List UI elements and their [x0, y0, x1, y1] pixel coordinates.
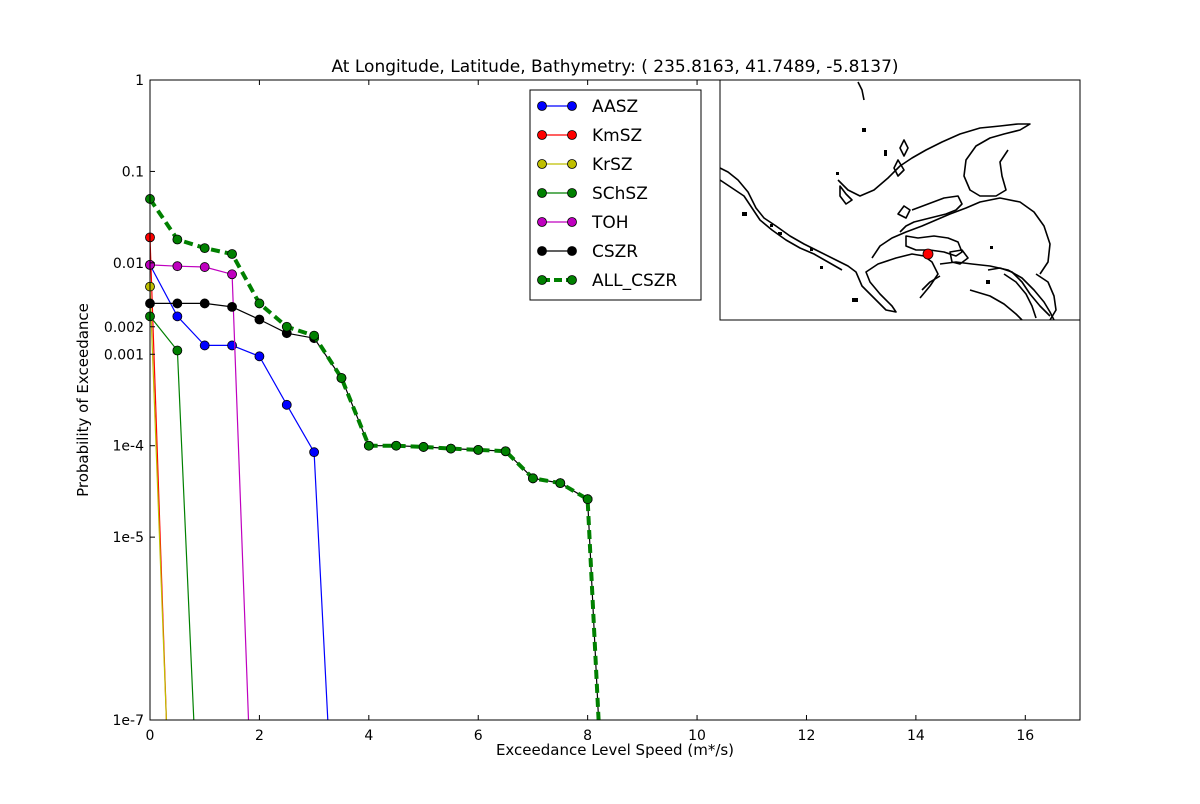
data-point: [227, 249, 237, 259]
data-point: [199, 298, 210, 309]
chart-title: At Longitude, Latitude, Bathymetry: ( 23…: [331, 57, 898, 77]
y-axis-label: Probability of Exceedance: [74, 303, 92, 497]
legend-marker: [537, 159, 547, 169]
legend-marker: [537, 101, 547, 111]
legend-marker: [567, 159, 577, 169]
legend-marker: [567, 188, 577, 198]
data-point: [172, 298, 183, 309]
x-tick-label: 2: [255, 728, 264, 744]
legend-marker: [537, 188, 547, 198]
series-line: [149, 286, 167, 721]
x-tick-label: 12: [798, 728, 816, 744]
plot-frame: [149, 79, 1081, 721]
y-tick-label: 0.002: [104, 320, 144, 336]
data-point: [254, 351, 265, 362]
legend-marker: [567, 275, 577, 285]
coastline-fragments: [742, 128, 993, 302]
data-point: [172, 234, 183, 245]
x-tick-label: 8: [583, 728, 592, 744]
series-line: [149, 264, 329, 721]
x-tick-label: 4: [364, 728, 373, 744]
data-point: [172, 345, 183, 356]
legend-marker: [537, 275, 547, 285]
legend-marker: [567, 246, 577, 256]
y-tick-label: 0.1: [122, 164, 144, 180]
data-point: [500, 446, 511, 457]
data-point: [227, 301, 237, 312]
y-tick-label: 0.01: [113, 256, 144, 272]
legend-label: TOH: [591, 213, 629, 233]
data-point: [555, 478, 566, 489]
legend: AASZ KmSZ KrSZ SChSZ TOH CSZR ALL_CSZR: [529, 89, 702, 301]
legend-label: SChSZ: [592, 184, 648, 204]
x-tick-label: 0: [146, 728, 155, 744]
x-tick-label: 6: [474, 728, 483, 744]
location-marker: [922, 248, 934, 260]
legend-label: CSZR: [592, 242, 638, 262]
data-point: [199, 340, 210, 351]
data-point: [582, 494, 593, 505]
data-point: [391, 440, 402, 451]
plot-area: [145, 194, 601, 721]
series-all-cszr: [145, 194, 601, 721]
y-tick-label: 1: [135, 73, 144, 89]
legend-label: ALL_CSZR: [592, 271, 677, 291]
legend-marker: [537, 246, 547, 256]
x-tick-label: 14: [907, 728, 925, 744]
legend-marker: [567, 217, 577, 227]
legend-label: KrSZ: [592, 155, 633, 175]
legend-marker: [537, 217, 547, 227]
data-point: [528, 473, 538, 484]
inset-location-map: [719, 79, 1081, 321]
y-tick-label: 1e-7: [113, 713, 144, 729]
data-point: [172, 261, 183, 272]
legend-label: KmSZ: [592, 126, 642, 146]
data-point: [199, 243, 210, 254]
data-point: [418, 442, 429, 452]
legend-box: [529, 89, 702, 301]
data-point: [281, 321, 292, 332]
data-point: [199, 262, 210, 272]
data-point: [254, 314, 265, 325]
data-point: [309, 447, 320, 458]
data-point: [227, 269, 237, 280]
coastline-outline: [719, 81, 1057, 321]
legend-marker: [567, 101, 577, 111]
x-tick-label: 10: [688, 728, 706, 744]
data-point: [254, 298, 265, 309]
data-point: [172, 311, 183, 322]
data-point: [363, 440, 374, 451]
y-tick-label: 1e-4: [113, 439, 145, 455]
y-tick-label: 0.001: [104, 347, 144, 363]
y-tick-label: 1e-5: [113, 530, 144, 546]
legend-marker: [567, 130, 577, 140]
legend-label: AASZ: [592, 97, 638, 117]
data-point: [445, 443, 456, 454]
legend-marker: [537, 130, 547, 140]
inset-map-frame: [719, 79, 1081, 321]
data-point: [281, 399, 292, 410]
x-axis-label: Exceedance Level Speed (m*/s): [496, 741, 734, 759]
series-schsz: [145, 311, 195, 721]
data-point: [336, 373, 347, 383]
data-point: [309, 330, 320, 341]
x-tick-label: 16: [1016, 728, 1034, 744]
data-point: [473, 444, 484, 455]
